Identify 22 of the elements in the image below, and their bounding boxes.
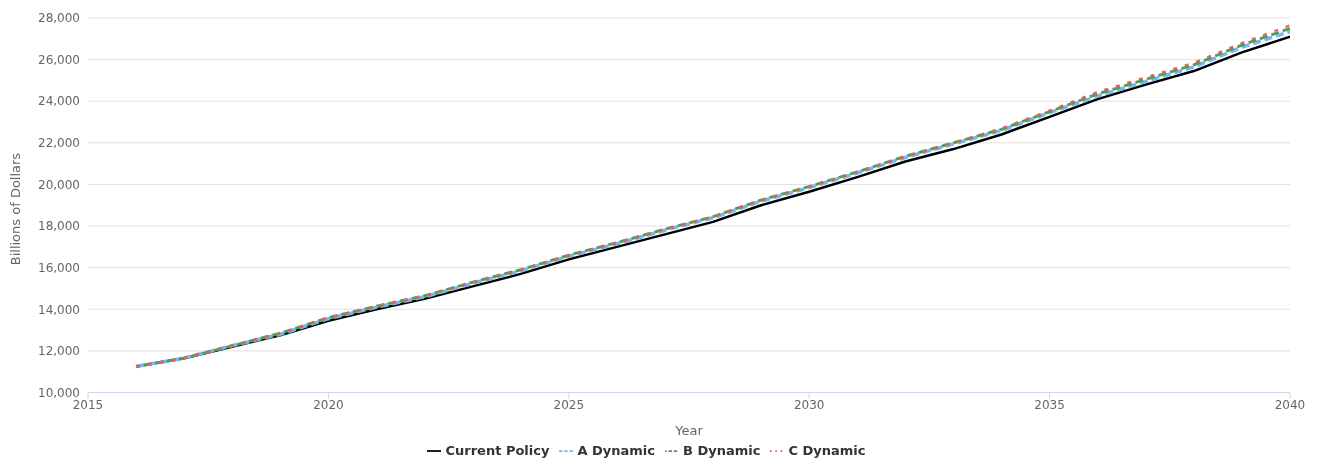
y-tick-label: 10,000: [38, 385, 80, 400]
y-tick-label: 28,000: [38, 11, 80, 26]
x-tick-label: 2025: [553, 398, 585, 413]
x-tick-label: 2030: [793, 398, 825, 413]
x-tick-label: 2020: [313, 398, 344, 413]
legend-label: B Dynamic: [683, 442, 761, 458]
legend-label: Current Policy: [445, 442, 550, 458]
x-tick-label: 2015: [72, 398, 104, 413]
legend-label: A Dynamic: [577, 442, 656, 458]
y-tick-label: 14,000: [38, 302, 80, 317]
x-tick-label: 2040: [1274, 398, 1306, 413]
y-tick-label: 22,000: [38, 136, 80, 151]
y-axis-title: Billions of Dollars: [7, 152, 23, 266]
legend-label: C Dynamic: [788, 442, 866, 458]
y-tick-label: 18,000: [38, 219, 80, 234]
y-tick-label: 24,000: [38, 94, 80, 109]
x-tick-label: 2035: [1034, 398, 1065, 413]
y-tick-label: 12,000: [38, 344, 80, 359]
y-tick-label: 20,000: [38, 177, 80, 192]
y-tick-label: 26,000: [38, 52, 80, 67]
x-axis-title: Year: [674, 422, 704, 438]
y-tick-label: 16,000: [38, 260, 80, 275]
